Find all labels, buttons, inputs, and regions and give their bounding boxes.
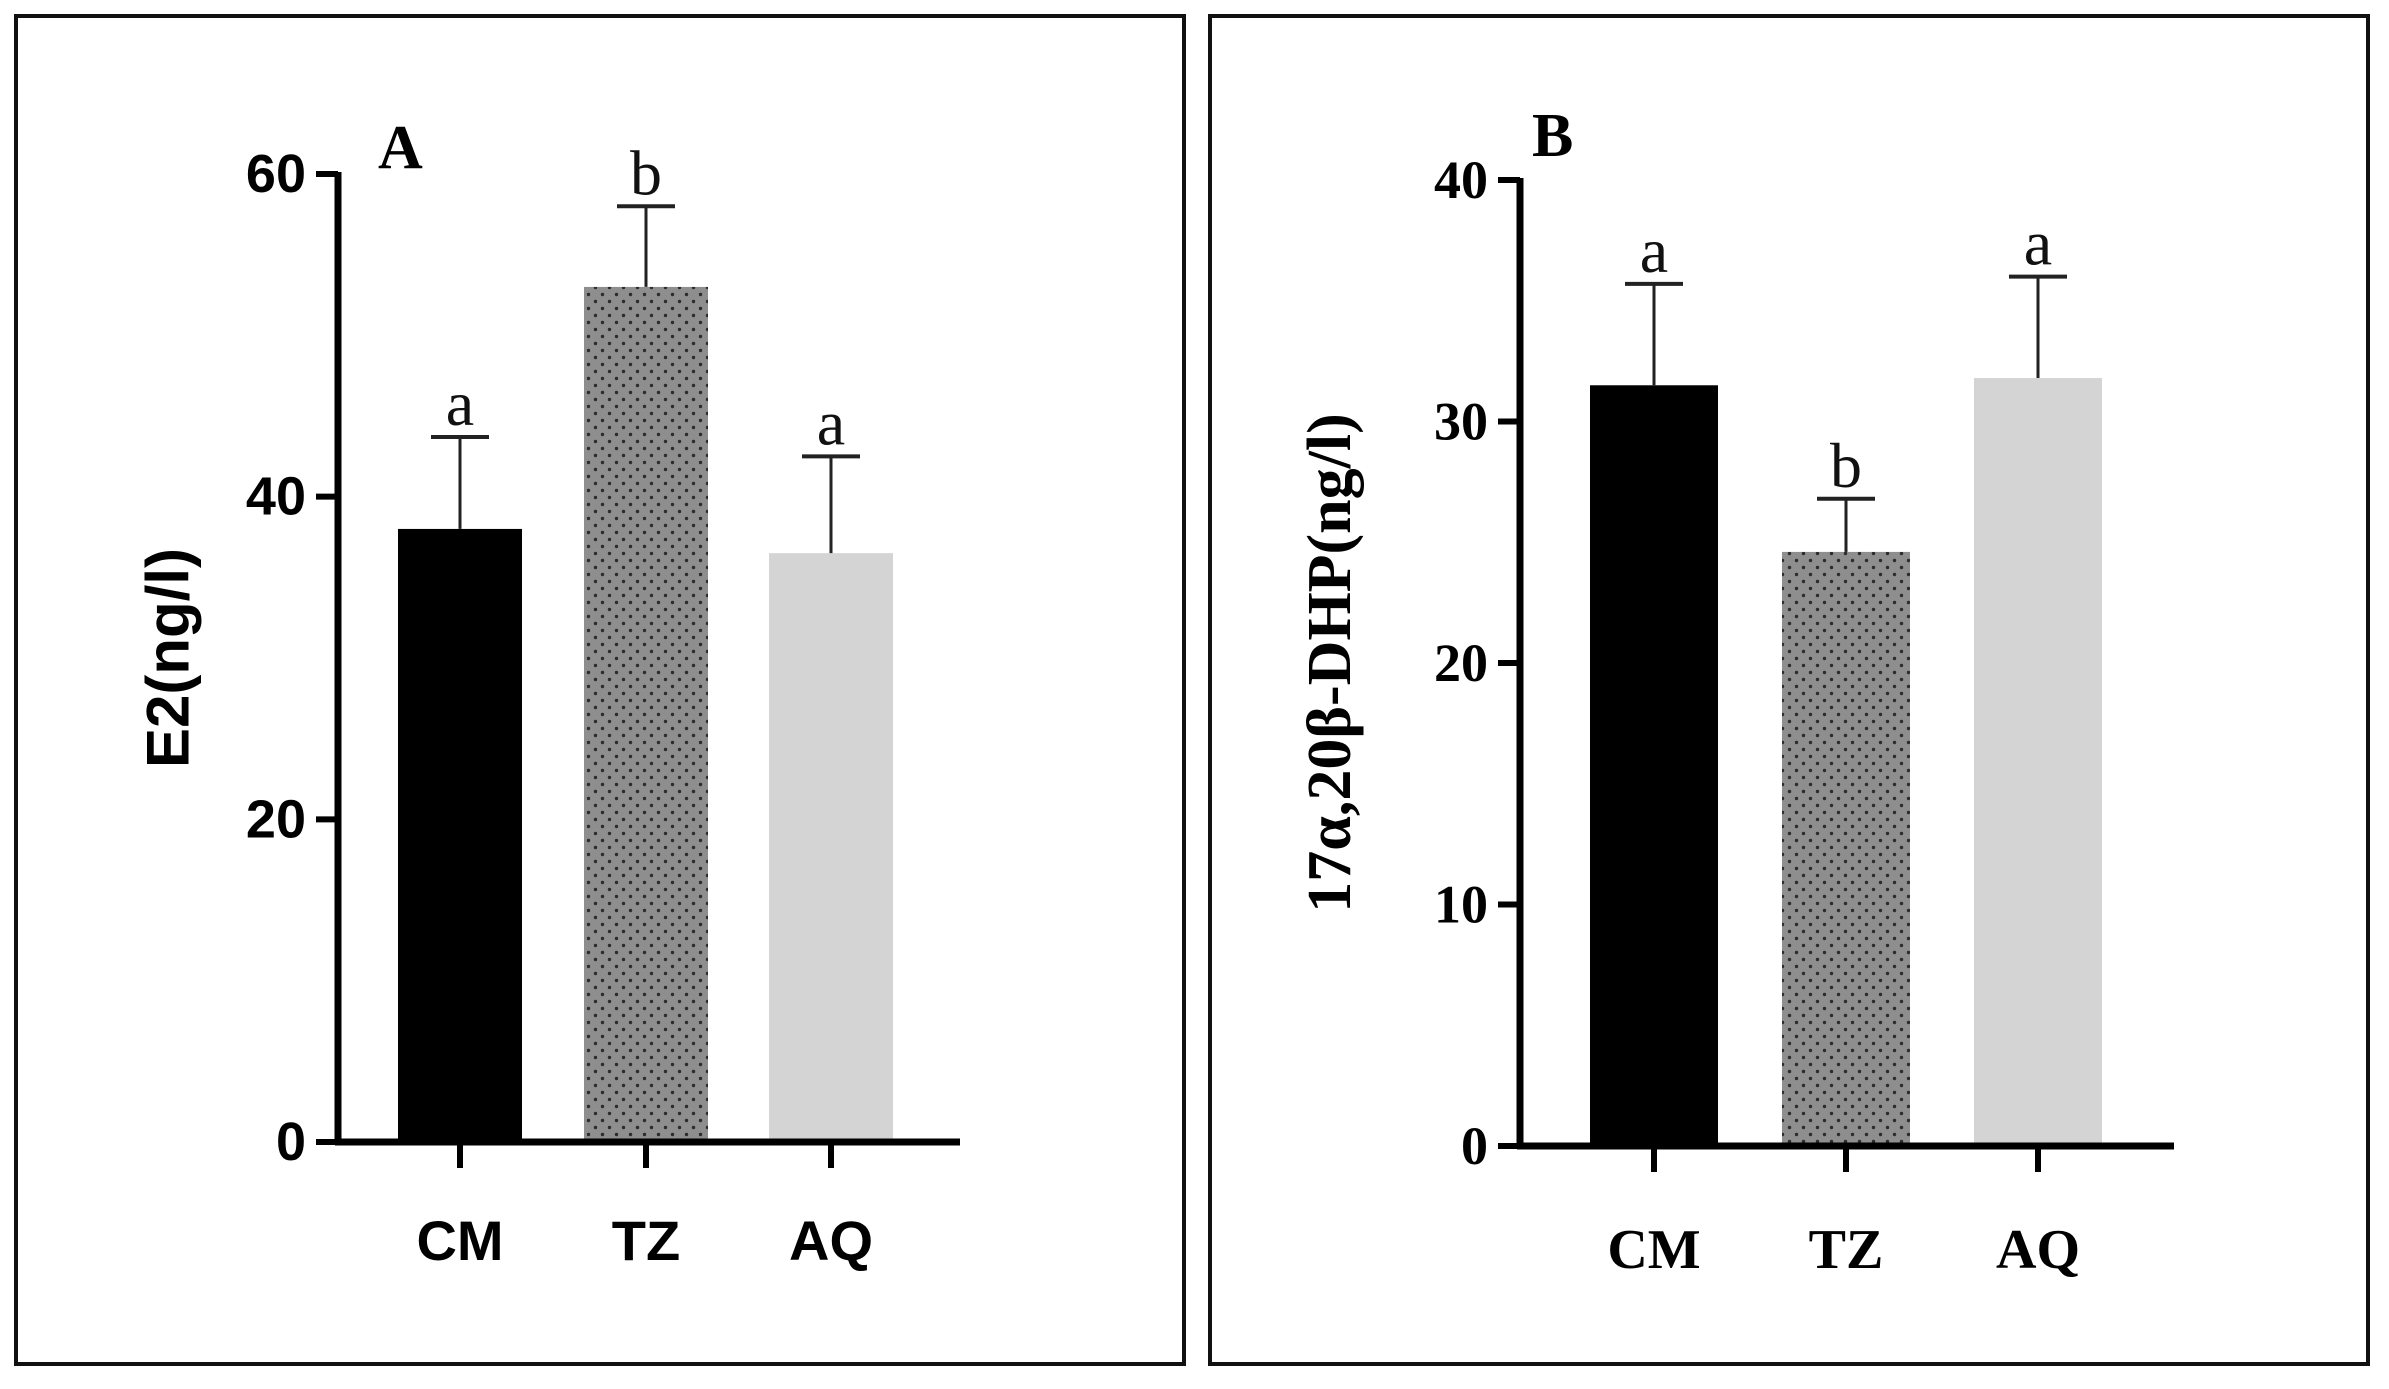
y-tick-label-30: 30 [1434, 392, 1488, 452]
bar-cm [1590, 385, 1718, 1146]
y-tick-label-0: 0 [276, 1112, 306, 1172]
error-bar-tz [617, 204, 675, 287]
panel-label: B [1532, 102, 1573, 170]
x-tick-label-cm: CM [416, 1209, 503, 1272]
significance-letter-aq: a [2024, 208, 2052, 279]
x-tick-label-tz: TZ [1809, 1219, 1884, 1281]
significance-letter-cm: a [1640, 215, 1668, 286]
bar-tz [1782, 551, 1910, 1146]
panel-a: a b a 0 20 40 60 CM TZ AQ E2(ng/l) A [14, 14, 1186, 1366]
bar-tz [584, 286, 708, 1142]
x-tick-label-aq: AQ [1996, 1219, 2080, 1281]
bar-cm [398, 528, 522, 1142]
bar-aq [769, 553, 893, 1142]
chart-b: a b a 0 10 20 30 40 CM TZ AQ 17α,20β-DHP(ng/l) B [1296, 102, 2174, 1281]
y-tick-label-10: 10 [1434, 875, 1488, 935]
significance-letter-tz: b [1830, 430, 1862, 501]
y-tick-label-60: 60 [246, 144, 306, 204]
y-tick-label-40: 40 [1434, 150, 1488, 210]
x-tick-label-tz: TZ [612, 1209, 680, 1272]
panel-b: a b a 0 10 20 30 40 CM TZ AQ 17α,20β-DHP(ng/l) B [1208, 14, 2370, 1366]
significance-letter-cm: a [446, 368, 474, 439]
error-bar-aq [802, 454, 860, 554]
y-tick-label-20: 20 [1434, 633, 1488, 693]
error-bar-aq [2009, 274, 2067, 379]
significance-letter-tz: b [630, 137, 662, 208]
error-bar-cm [1625, 281, 1683, 386]
bar-aq [1974, 378, 2102, 1146]
error-bar-cm [431, 434, 489, 529]
y-tick-label-40: 40 [246, 467, 306, 527]
panel-label: A [378, 114, 423, 182]
y-tick-label-20: 20 [246, 789, 306, 849]
y-axis-label: 17α,20β-DHP(ng/l) [1296, 413, 1364, 913]
y-tick-label-0: 0 [1461, 1116, 1488, 1176]
chart-a: a b a 0 20 40 60 CM TZ AQ E2(ng/l) A [135, 114, 960, 1272]
error-bar-tz [1817, 496, 1875, 552]
x-tick-label-cm: CM [1607, 1219, 1700, 1281]
y-axis-label: E2(ng/l) [135, 548, 202, 768]
significance-letter-aq: a [817, 387, 845, 458]
x-tick-label-aq: AQ [789, 1209, 873, 1272]
